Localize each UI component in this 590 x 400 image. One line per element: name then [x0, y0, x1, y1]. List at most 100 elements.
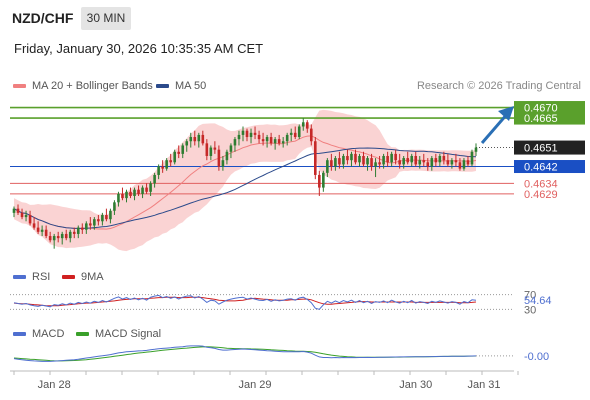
legend-macd-signal-label: MACD Signal: [95, 328, 162, 340]
candle-body: [217, 149, 221, 167]
rsi-value-label: 54.64: [524, 295, 552, 307]
candle: [97, 214, 100, 226]
candle-body: [141, 187, 144, 194]
legend-rsi-ma: 9MA: [62, 271, 104, 283]
horizontal-levels: [10, 106, 514, 195]
candle-body: [20, 212, 24, 218]
candle: [462, 158, 466, 171]
candle: [121, 187, 124, 201]
candle: [309, 124, 313, 146]
candle: [446, 153, 450, 167]
candle: [314, 137, 317, 180]
x-tick-label: Jan 28: [38, 379, 71, 391]
candle: [80, 223, 84, 234]
candle-body: [121, 193, 124, 199]
candle-body: [418, 160, 422, 165]
candle: [161, 160, 164, 173]
x-axis: Jan 28 Jan 29 Jan 30 Jan 31: [10, 370, 519, 391]
candle-body: [458, 162, 462, 169]
candle-body: [177, 151, 181, 154]
legend-ma50-label: MA 50: [175, 80, 207, 92]
forecast-arrow-icon: [480, 106, 514, 144]
candle: [60, 231, 64, 245]
candle: [105, 208, 108, 222]
candle-body: [117, 193, 120, 203]
candle: [85, 221, 88, 234]
candle-body: [229, 145, 233, 152]
candle-body: [225, 151, 229, 161]
candle: [93, 217, 96, 230]
candle-body: [221, 160, 225, 167]
timeframe-button[interactable]: 30 MIN: [81, 7, 131, 30]
candle-body: [201, 134, 205, 144]
candle-body: [209, 147, 213, 156]
candle-body: [402, 158, 405, 165]
candle: [217, 145, 221, 171]
candle-body: [185, 141, 189, 146]
candle-body: [462, 160, 466, 169]
candle-body: [438, 155, 442, 163]
rsi-ma-swatch: [62, 275, 75, 280]
candle: [221, 155, 225, 171]
legend-ma20-label: MA 20 + Bollinger Bands: [32, 80, 153, 92]
candle-body: [145, 187, 148, 192]
candle-body: [422, 160, 426, 163]
candle-body: [378, 162, 381, 165]
candle: [338, 151, 341, 169]
candle-body: [362, 155, 365, 165]
candle-body: [129, 191, 132, 197]
candle: [382, 153, 385, 169]
rsi-tick-30: 30: [524, 304, 536, 316]
candle: [474, 143, 478, 156]
candle-body: [133, 189, 136, 197]
x-tick-label: Jan 29: [239, 379, 272, 391]
candle: [414, 151, 418, 167]
candle-body: [466, 160, 470, 165]
legend-rsi-ma-label: 9MA: [81, 271, 104, 283]
candle-body: [80, 227, 84, 230]
candle: [318, 170, 321, 197]
candle: [125, 189, 128, 203]
candle: [450, 158, 454, 169]
candle: [285, 132, 289, 146]
candle: [430, 155, 434, 171]
candle: [113, 200, 116, 215]
candle-body: [314, 141, 317, 175]
legend-ma20-bb: MA 20 + Bollinger Bands: [13, 80, 153, 92]
candle-body: [382, 155, 385, 165]
candle: [374, 158, 377, 178]
candle-body: [68, 231, 72, 239]
level-label-0.4634: 0.4634: [524, 178, 558, 190]
candle-body: [289, 132, 293, 135]
candle-body: [326, 160, 329, 173]
candle-body: [386, 155, 389, 163]
candle: [438, 153, 442, 167]
candle: [209, 145, 213, 161]
candle: [334, 155, 337, 171]
candlesticks: [12, 118, 478, 249]
candle-body: [105, 214, 108, 220]
candle-body: [125, 191, 128, 199]
arrow-head: [498, 106, 514, 121]
candle: [293, 126, 297, 140]
candle-body: [193, 137, 197, 142]
macd-line: [13, 345, 477, 362]
candle: [346, 149, 349, 165]
legend-rsi: RSI: [13, 271, 50, 283]
candle-body: [354, 153, 357, 163]
candle: [225, 149, 229, 165]
candle: [177, 145, 181, 159]
candle: [370, 153, 373, 171]
candle-body: [64, 233, 68, 239]
candle-body: [398, 160, 401, 165]
candle-body: [454, 160, 458, 163]
candle-body: [410, 155, 414, 163]
candle-body: [153, 174, 156, 184]
candle: [470, 149, 474, 167]
candle: [253, 126, 257, 140]
candle: [402, 155, 405, 169]
level-box-0.4665: [514, 111, 585, 125]
candle-body: [44, 229, 48, 237]
candle: [342, 153, 345, 169]
candle: [28, 210, 32, 226]
